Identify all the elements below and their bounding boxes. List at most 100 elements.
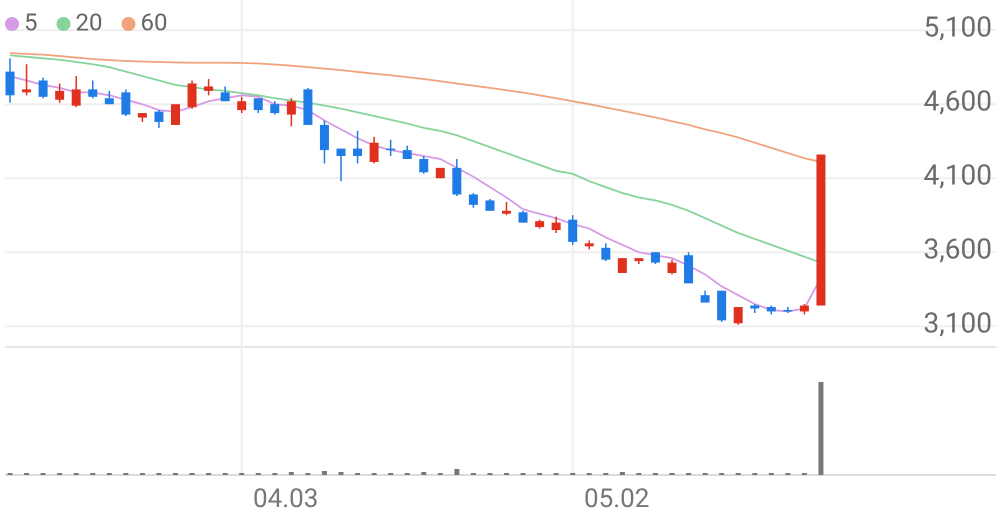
candle-body [783, 309, 793, 312]
candle-body [253, 98, 263, 111]
candle-body [584, 243, 594, 247]
candle-body [38, 80, 48, 97]
candle-body [22, 89, 32, 93]
candle-body [551, 222, 561, 231]
volume-bar [636, 473, 642, 475]
volume-bar [537, 473, 543, 475]
volume-bar [686, 473, 692, 475]
volume-bar [619, 472, 625, 475]
legend-label: 60 [140, 8, 167, 36]
candle-body [733, 307, 743, 324]
volume-bar [222, 473, 228, 475]
candle-body [435, 167, 445, 179]
volume-bar [553, 473, 559, 475]
volume-bar [454, 469, 460, 475]
candle-body [88, 89, 98, 97]
volume-bar [702, 473, 708, 475]
volume-bar [752, 473, 758, 475]
candle-body [535, 221, 545, 228]
candle-body [601, 247, 611, 260]
candle-body [220, 92, 230, 102]
legend-dot [121, 17, 136, 31]
volume-bar [735, 473, 741, 475]
candle-body [286, 101, 296, 115]
candle-body [799, 305, 809, 312]
volume-bar [24, 473, 30, 475]
candle-body [684, 255, 694, 284]
candle-body [171, 104, 180, 125]
volume-bar [404, 473, 410, 475]
candle-body [568, 219, 578, 242]
candle-body [154, 111, 164, 122]
candle-body [667, 262, 677, 273]
volume-bar [570, 473, 576, 475]
volume-bar [7, 473, 13, 475]
x-tick-label: 05.02 [584, 484, 649, 514]
candle-body [650, 252, 660, 263]
candle-body [5, 71, 15, 96]
candle-body [319, 124, 329, 151]
volume-bar [156, 473, 162, 475]
volume-bar [437, 473, 443, 475]
volume-bar [139, 473, 145, 475]
ma-line [9, 75, 822, 313]
candle-body [452, 167, 462, 195]
candle-body [634, 258, 644, 262]
volume-bar [487, 473, 493, 475]
volume-bar [388, 473, 394, 475]
volume-bar [321, 471, 327, 475]
volume-bar [504, 473, 509, 475]
volume-bar [421, 472, 427, 475]
legend-dot [5, 17, 19, 31]
candle-body [617, 258, 627, 273]
legend-label: 20 [76, 8, 103, 36]
volume-bar [288, 472, 294, 475]
volume-bar [272, 473, 278, 475]
candle-body [55, 90, 65, 100]
candle-body [137, 113, 147, 118]
volume-bar [305, 473, 311, 475]
volume-bar [73, 473, 79, 475]
ma-line [9, 54, 822, 264]
volume-bar [768, 473, 774, 475]
candle-body [270, 104, 280, 114]
volume-bar [801, 473, 807, 475]
y-tick-label: 3,600 [924, 233, 992, 266]
y-tick-label: 3,100 [924, 307, 992, 340]
candle-body [71, 89, 81, 106]
candle-body [717, 290, 727, 321]
volume-bar [355, 473, 361, 475]
y-tick-label: 4,100 [924, 159, 992, 192]
volume-bar [123, 473, 129, 475]
volume-bar [371, 473, 377, 475]
candle-body [187, 83, 197, 108]
candle-body [402, 150, 412, 159]
candle-body [121, 92, 131, 115]
volume-bar [57, 473, 63, 475]
y-tick-label: 5,100 [924, 11, 992, 44]
x-tick-label: 04.03 [253, 484, 318, 514]
volume-bar [818, 382, 824, 475]
candle-body [502, 210, 511, 214]
candle-body [237, 101, 247, 111]
volume-bar [255, 473, 261, 475]
volume-bar [239, 473, 245, 475]
volume-bar [719, 473, 725, 475]
volume-bar [106, 473, 112, 475]
volume-bar [90, 473, 96, 475]
candle-body [468, 194, 478, 205]
candle-body [419, 158, 429, 173]
volume-bar [189, 473, 195, 475]
y-tick-label: 4,600 [924, 85, 992, 118]
volume-bar [652, 473, 658, 475]
candle-body [766, 307, 776, 312]
candle-body [816, 154, 826, 306]
candle-body [104, 98, 114, 105]
volume-bar [40, 473, 46, 475]
volume-bar [586, 473, 592, 475]
candle-body [386, 148, 396, 151]
legend-label: 5 [24, 8, 38, 36]
candle-body [204, 86, 214, 91]
legend-dot [56, 17, 71, 31]
candle-body [700, 295, 710, 303]
